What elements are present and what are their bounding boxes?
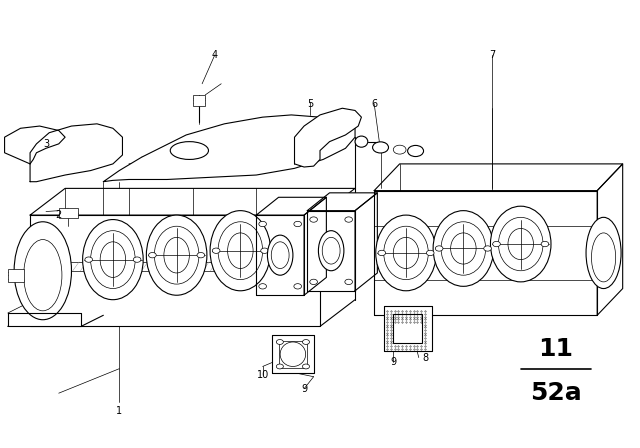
Bar [8,268,24,282]
Bar [193,95,205,106]
Ellipse shape [310,217,317,222]
Text: 3: 3 [43,139,49,149]
Ellipse shape [345,279,353,284]
Ellipse shape [170,142,209,159]
Ellipse shape [426,250,434,256]
Ellipse shape [83,220,143,300]
Ellipse shape [276,340,284,345]
Ellipse shape [372,142,388,153]
Polygon shape [30,215,320,327]
Text: 10: 10 [257,370,269,380]
Text: 7: 7 [489,50,495,60]
Ellipse shape [384,226,428,280]
Text: 2: 2 [56,210,62,220]
Ellipse shape [378,250,386,256]
Bar [394,314,422,343]
Ellipse shape [394,237,419,268]
Polygon shape [103,115,355,182]
Ellipse shape [212,248,220,254]
Ellipse shape [85,257,93,262]
Ellipse shape [228,233,253,268]
Ellipse shape [319,231,344,271]
Ellipse shape [147,215,207,295]
Ellipse shape [586,217,621,289]
Ellipse shape [133,257,141,262]
Ellipse shape [310,279,317,284]
Polygon shape [597,164,623,315]
Ellipse shape [541,241,548,247]
Text: 11: 11 [538,336,573,361]
Ellipse shape [508,228,534,260]
Polygon shape [4,126,65,164]
Bar [278,340,307,368]
Polygon shape [8,313,81,327]
Polygon shape [30,188,355,215]
Ellipse shape [197,253,205,258]
Ellipse shape [441,222,486,275]
Ellipse shape [14,222,72,320]
Ellipse shape [154,226,199,284]
Ellipse shape [294,221,301,227]
Ellipse shape [376,215,436,291]
Text: 6: 6 [371,99,377,109]
Text: 9: 9 [390,357,396,367]
Polygon shape [374,164,623,190]
Polygon shape [355,193,378,291]
Ellipse shape [260,248,268,254]
Ellipse shape [435,246,443,251]
Ellipse shape [345,217,353,222]
Ellipse shape [303,340,310,345]
Text: 9: 9 [301,384,307,394]
Ellipse shape [322,237,340,264]
Ellipse shape [100,242,125,277]
Ellipse shape [303,364,310,369]
Ellipse shape [490,206,551,282]
Ellipse shape [259,284,266,289]
Ellipse shape [268,235,293,275]
Ellipse shape [499,217,543,271]
Polygon shape [374,190,597,315]
Ellipse shape [259,221,266,227]
Polygon shape [256,197,326,215]
Polygon shape [30,124,122,182]
Ellipse shape [294,284,301,289]
Polygon shape [304,197,326,295]
Text: 1: 1 [116,406,122,416]
Ellipse shape [276,364,284,369]
Polygon shape [307,193,378,211]
Text: 52a: 52a [530,381,582,405]
Polygon shape [256,215,304,295]
Text: 5: 5 [307,99,314,109]
Ellipse shape [433,211,493,286]
Polygon shape [272,335,314,373]
Ellipse shape [484,246,492,251]
Ellipse shape [148,253,156,258]
Ellipse shape [408,146,424,156]
Ellipse shape [271,242,289,268]
Polygon shape [294,108,362,167]
Ellipse shape [394,145,406,154]
Text: 4: 4 [212,50,218,60]
Ellipse shape [210,211,271,291]
Ellipse shape [493,241,500,247]
Bar [59,207,78,218]
Polygon shape [384,306,431,351]
Ellipse shape [91,231,135,289]
Ellipse shape [591,233,616,282]
Polygon shape [307,211,355,291]
Ellipse shape [451,233,476,264]
Ellipse shape [355,136,368,147]
Ellipse shape [164,237,189,273]
Ellipse shape [218,222,262,280]
Text: 8: 8 [422,353,428,362]
